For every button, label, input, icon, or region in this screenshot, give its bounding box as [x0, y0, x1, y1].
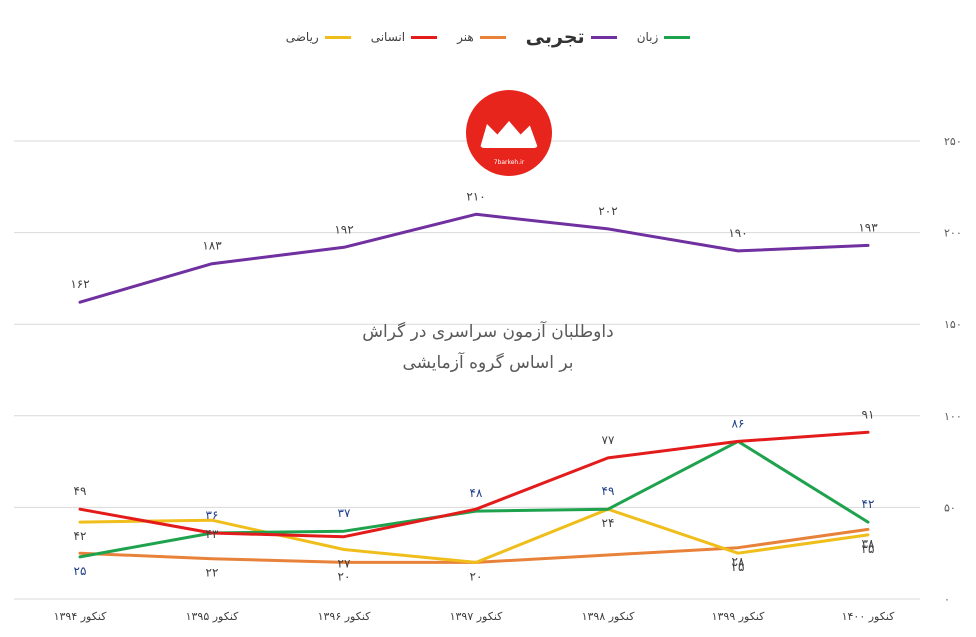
series-line — [78, 430, 870, 539]
legend-item-tajrobi: تجربی — [526, 26, 617, 48]
legend-swatch — [324, 35, 351, 39]
logo-site-text: 7barkeh.ir — [493, 159, 525, 166]
data-label: ۱۶۲ — [70, 277, 89, 291]
x-tick-label: کنکور ۱۳۹۵ — [186, 610, 240, 623]
data-label: ۳۵ — [862, 542, 875, 556]
data-label: ۴۸ — [470, 486, 483, 500]
site-logo: 7barkeh.ir — [466, 90, 552, 176]
x-tick-label: کنکور ۱۴۰۰ — [842, 610, 896, 623]
data-label: ۴۹ — [602, 484, 615, 498]
y-tick-label: ۱۰۰ — [944, 410, 962, 423]
chart-title-line2: بر اساس گروه آزمایشی — [402, 353, 574, 373]
legend-item-riazi: ریاضی — [286, 30, 351, 44]
legend-item-ensani: انسانی — [370, 30, 438, 44]
legend-swatch — [590, 35, 617, 39]
x-tick-label: کنکور ۱۳۹۶ — [318, 610, 372, 623]
x-tick-label: کنکور ۱۳۹۴ — [54, 610, 108, 623]
data-label: ۲۰ — [338, 569, 351, 583]
series-line — [78, 212, 870, 304]
legend-swatch — [411, 35, 438, 39]
data-label: ۴۹ — [74, 484, 87, 498]
data-label: ۲۴ — [602, 516, 615, 530]
y-tick-label: ۲۰۰ — [944, 227, 962, 240]
data-label: ۳۷ — [338, 506, 351, 520]
x-tick-label: کنکور ۱۳۹۹ — [712, 610, 766, 623]
chart-title-line1: داوطلبان آزمون سراسری در گراش — [362, 322, 614, 342]
data-label: ۲۲ — [206, 566, 219, 580]
x-tick-label: کنکور ۱۳۹۷ — [450, 610, 504, 623]
legend-item-honar: هنر — [457, 30, 506, 44]
y-tick-label: ۵۰ — [944, 501, 956, 514]
data-label: ۷۷ — [602, 433, 615, 447]
data-label: ۲۱۰ — [466, 189, 485, 203]
y-tick-label: ۲۵۰ — [944, 135, 962, 148]
data-label: ۲۷ — [338, 557, 351, 571]
data-label: ۱۹۰ — [728, 226, 747, 240]
data-label: ۴۳ — [206, 527, 219, 541]
series-line — [78, 507, 870, 564]
legend: زبان تجربی هنر انسانی ریاضی — [0, 26, 976, 48]
data-label: ۱۹۳ — [858, 220, 878, 234]
data-label: ۲۸ — [732, 555, 745, 569]
y-tick-label: ۱۵۰ — [944, 318, 962, 331]
data-label: ۴۲ — [74, 529, 87, 543]
data-label: ۱۸۳ — [202, 239, 222, 253]
data-label: ۹۱ — [862, 407, 875, 421]
y-tick-label: ۰ — [944, 593, 950, 606]
legend-label: تجربی — [525, 26, 585, 48]
legend-item-zaban: زبان — [637, 30, 691, 44]
data-label: ۲۵ — [732, 560, 745, 574]
legend-label: هنر — [457, 30, 474, 44]
legend-label: ریاضی — [285, 30, 319, 44]
data-label: ۲۰۲ — [598, 204, 617, 218]
legend-swatch — [479, 35, 506, 39]
data-label: ۸۶ — [732, 416, 745, 430]
logo-mark-icon — [480, 121, 538, 148]
data-label: ۳۸ — [862, 536, 875, 550]
data-label: ۲۵ — [74, 564, 87, 578]
data-label: ۴۲ — [862, 497, 875, 511]
legend-label: انسانی — [370, 30, 406, 44]
legend-swatch — [664, 35, 691, 39]
legend-label: زبان — [636, 30, 659, 44]
x-tick-label: کنکور ۱۳۹۸ — [582, 610, 636, 623]
data-label: ۲۰ — [470, 569, 483, 583]
data-label: ۳۶ — [206, 508, 219, 522]
data-label: ۱۹۲ — [334, 222, 353, 236]
